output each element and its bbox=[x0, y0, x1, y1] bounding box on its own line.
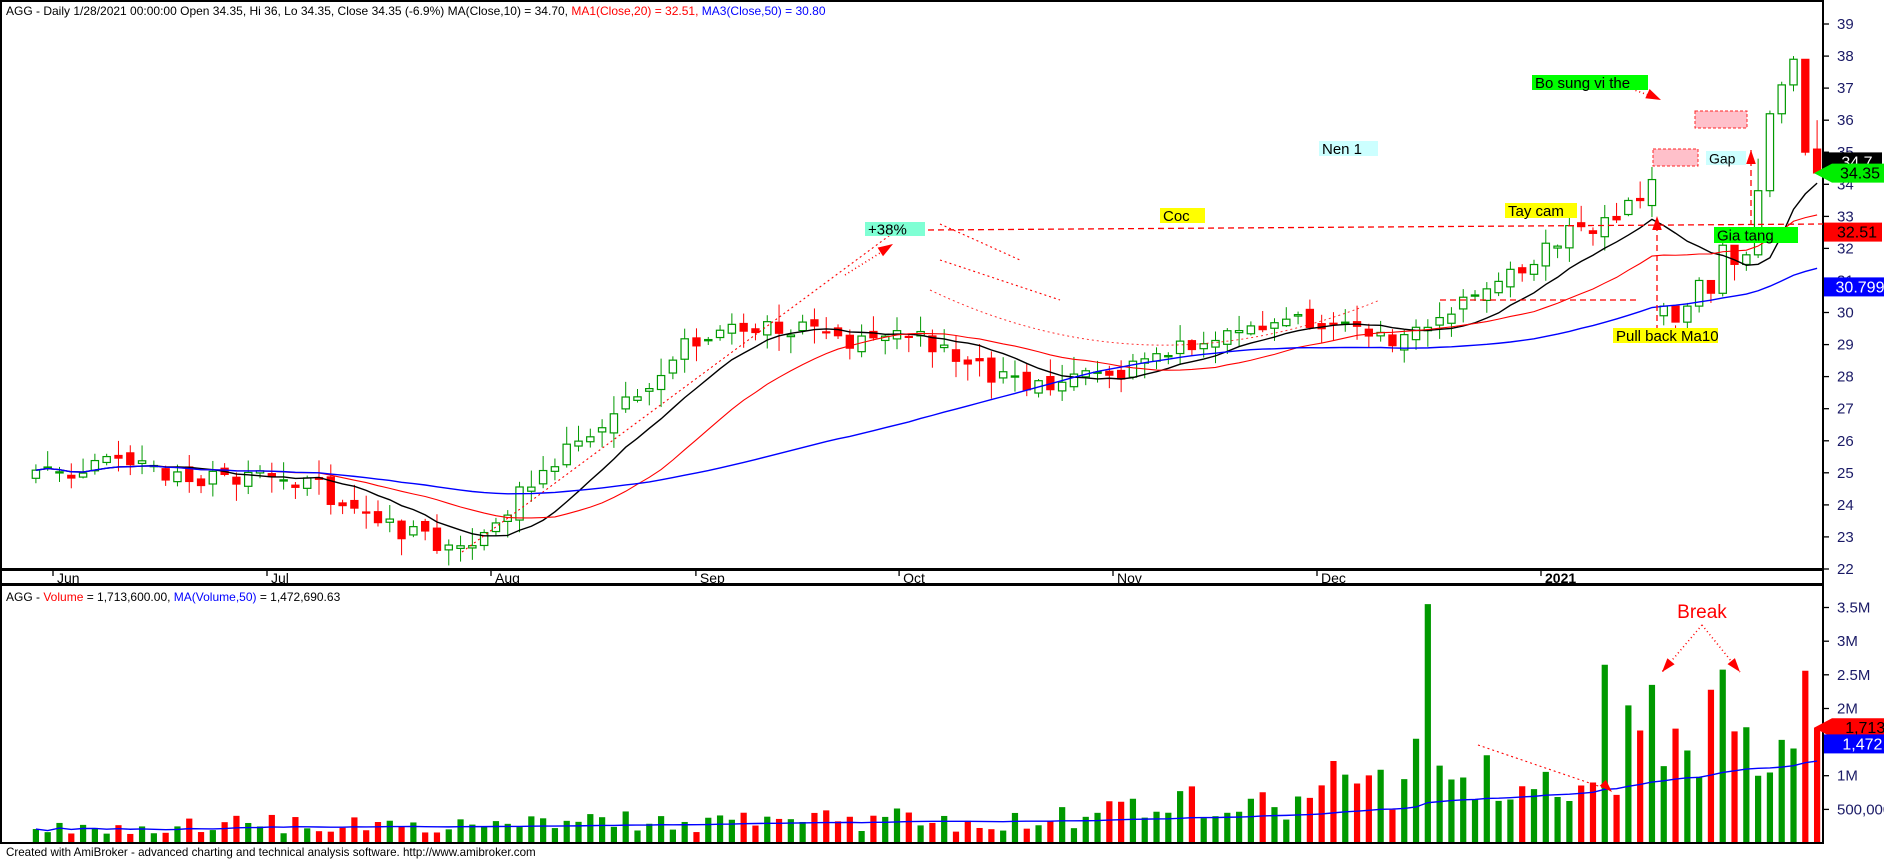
svg-text:500,000: 500,000 bbox=[1837, 801, 1884, 818]
svg-text:Oct: Oct bbox=[903, 570, 925, 586]
svg-text:39: 39 bbox=[1837, 16, 1854, 33]
svg-text:34.35: 34.35 bbox=[1840, 166, 1880, 183]
svg-text:Tay cam: Tay cam bbox=[1508, 203, 1564, 220]
svg-text:Jun: Jun bbox=[57, 570, 80, 586]
svg-text:Gia tang: Gia tang bbox=[1717, 228, 1774, 245]
svg-text:26: 26 bbox=[1837, 433, 1854, 450]
svg-text:1,472,691: 1,472,691 bbox=[1842, 736, 1884, 753]
svg-text:2M: 2M bbox=[1837, 701, 1858, 718]
svg-text:38: 38 bbox=[1837, 48, 1854, 65]
svg-text:Dec: Dec bbox=[1321, 570, 1346, 586]
svg-text:Gap: Gap bbox=[1709, 151, 1736, 167]
svg-text:Break: Break bbox=[1677, 602, 1727, 623]
svg-text:3.5M: 3.5M bbox=[1837, 600, 1870, 617]
svg-text:1M: 1M bbox=[1837, 768, 1858, 785]
svg-text:2021: 2021 bbox=[1545, 570, 1576, 586]
svg-text:29: 29 bbox=[1837, 337, 1854, 354]
svg-text:Coc: Coc bbox=[1163, 208, 1190, 225]
svg-text:37: 37 bbox=[1837, 80, 1854, 97]
svg-text:30.799: 30.799 bbox=[1836, 279, 1884, 296]
svg-text:23: 23 bbox=[1837, 529, 1854, 546]
svg-text:Nov: Nov bbox=[1117, 570, 1142, 586]
svg-text:32.51: 32.51 bbox=[1837, 225, 1877, 242]
svg-text:2.5M: 2.5M bbox=[1837, 667, 1870, 684]
svg-text:Bo sung vi the: Bo sung vi the bbox=[1535, 75, 1630, 92]
svg-text:Aug: Aug bbox=[495, 570, 520, 586]
svg-text:32: 32 bbox=[1837, 240, 1854, 257]
svg-text:27: 27 bbox=[1837, 401, 1854, 418]
svg-text:Jul: Jul bbox=[271, 570, 289, 586]
svg-text:24: 24 bbox=[1837, 497, 1854, 514]
svg-text:22: 22 bbox=[1837, 561, 1854, 578]
svg-text:28: 28 bbox=[1837, 369, 1854, 386]
svg-text:25: 25 bbox=[1837, 465, 1854, 482]
svg-text:+38%: +38% bbox=[868, 222, 907, 239]
svg-text:3M: 3M bbox=[1837, 633, 1858, 650]
svg-text:Pull back Ma10: Pull back Ma10 bbox=[1616, 328, 1719, 345]
svg-text:Nen 1: Nen 1 bbox=[1322, 141, 1362, 158]
svg-text:Sep: Sep bbox=[700, 570, 725, 586]
svg-text:36: 36 bbox=[1837, 112, 1854, 129]
svg-text:30: 30 bbox=[1837, 305, 1854, 322]
